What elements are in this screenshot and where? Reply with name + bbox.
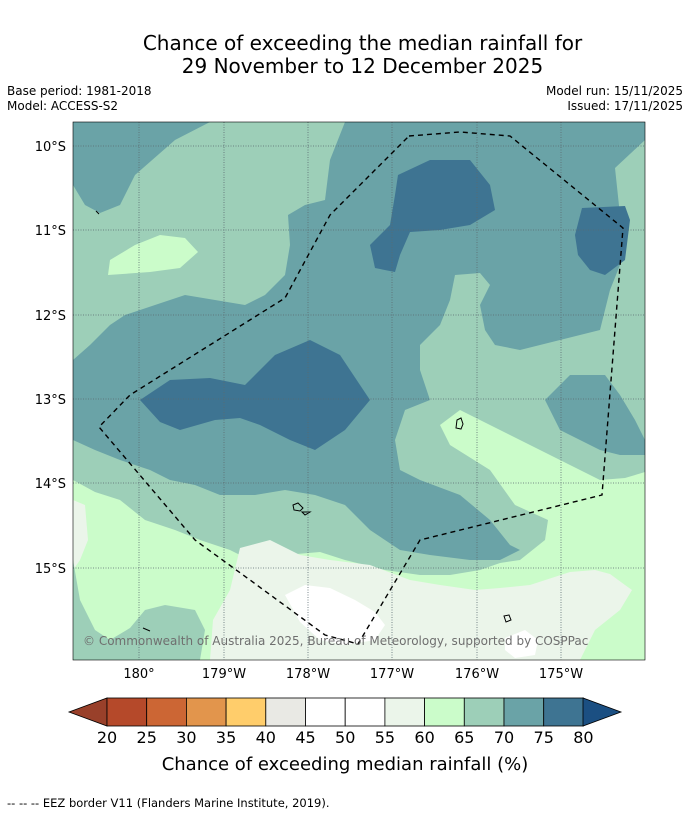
island-4 — [503, 614, 512, 623]
rainfall-map-panel: © Commonwealth of Australia 2025, Bureau… — [73, 122, 645, 660]
contour-75-80-center — [140, 340, 370, 450]
lat-label: 11°S — [35, 224, 66, 239]
lon-axis: 180° 179°W 178°W 177°W 176°W 175°W — [123, 667, 583, 682]
eez-legend-text: EEZ border V11 (Flanders Marine Institut… — [42, 796, 330, 810]
copyright-text: © Commonwealth of Australia 2025, Bureau… — [83, 634, 588, 648]
colorbar-cell — [265, 697, 306, 727]
base-period: Base period: 1981-2018 — [7, 84, 152, 98]
lat-label: 12°S — [35, 309, 66, 324]
colorbar-tick-label: 50 — [335, 728, 355, 747]
contour-75-80-north — [370, 160, 495, 272]
colorbar-tick-label: 45 — [295, 728, 315, 747]
lat-axis: 10°S 11°S 12°S 13°S 14°S 15°S — [35, 140, 66, 577]
colorbar-cell — [146, 697, 187, 727]
colorbar-over-arrow — [582, 697, 623, 727]
colorbar-cell — [185, 697, 227, 727]
colorbar-ticks: 20 25 30 35 40 45 50 55 60 65 70 75 80 — [97, 728, 594, 747]
title-line-2: 29 November to 12 December 2025 — [181, 54, 544, 78]
colorbar-cell — [305, 697, 346, 727]
island-6 — [95, 210, 100, 215]
islands — [95, 210, 512, 632]
lat-label: 10°S — [35, 140, 66, 155]
lon-label: 176°W — [455, 667, 499, 682]
colorbar-tick-label: 80 — [573, 728, 593, 747]
title-line-1: Chance of exceeding the median rainfall … — [142, 31, 583, 55]
colorbar-tick-label: 20 — [97, 728, 117, 747]
colorbar-tick-label: 70 — [494, 728, 514, 747]
contour-65-70-southwest — [73, 560, 205, 660]
colorbar-tick-label: 25 — [137, 728, 157, 747]
eez-border — [98, 131, 624, 645]
legend-footer: -- -- -- EEZ border V11 (Flanders Marine… — [7, 796, 330, 810]
colorbar-tick-label: 40 — [256, 728, 276, 747]
model-run: Model run: 15/11/2025 — [545, 84, 683, 98]
contour-50-55 — [285, 585, 538, 658]
lon-label: 180° — [123, 667, 154, 682]
eez-dash-symbol: -- -- -- — [7, 796, 40, 810]
map-title: Chance of exceeding the median rainfall … — [0, 32, 690, 78]
lat-label: 14°S — [35, 477, 66, 492]
contour-60-65 — [73, 235, 645, 660]
graticule — [73, 122, 645, 660]
colorbar-cell — [543, 697, 584, 727]
lat-label: 13°S — [35, 393, 66, 408]
colorbar-cell — [344, 697, 386, 727]
island-5 — [142, 627, 151, 632]
colorbar-tick-label: 75 — [534, 728, 554, 747]
colorbar-cell — [463, 697, 505, 727]
contour-70-75-north — [73, 122, 645, 560]
colorbar-cell — [424, 697, 465, 727]
colorbar-cells — [106, 697, 584, 727]
colorbar-cell — [384, 697, 425, 727]
colorbar-tick-label: 55 — [375, 728, 395, 747]
island-1 — [455, 417, 464, 430]
colorbar-tick-label: 30 — [176, 728, 196, 747]
colorbar-tick-label: 35 — [216, 728, 236, 747]
lon-label: 178°W — [286, 667, 330, 682]
colorbar-cell — [225, 697, 267, 727]
contour-55-60-south — [73, 500, 632, 660]
meta-right: Model run: 15/11/2025 Issued: 17/11/2025 — [546, 84, 683, 114]
colorbar: 20 25 30 35 40 45 50 55 60 65 70 75 80 Chance of exc… — [67, 697, 623, 775]
colorbar-cell — [106, 697, 148, 727]
colorbar-label: Chance of exceeding median rainfall (%) — [162, 754, 529, 775]
model-name: Model: ACCESS-S2 — [7, 99, 119, 113]
lon-label: 175°W — [539, 667, 583, 682]
lon-label: 177°W — [370, 667, 414, 682]
island-2 — [292, 502, 304, 512]
colorbar-under-arrow — [67, 697, 108, 727]
colorbar-tick-label: 60 — [414, 728, 434, 747]
meta-left: Base period: 1981-2018 Model: ACCESS-S2 — [7, 84, 152, 114]
lat-label: 15°S — [35, 562, 66, 577]
island-3 — [300, 511, 312, 516]
map-frame — [72, 121, 646, 661]
lon-label: 179°W — [202, 667, 246, 682]
colorbar-tick-label: 65 — [454, 728, 474, 747]
issued-date: Issued: 17/11/2025 — [567, 99, 683, 113]
colorbar-cell — [503, 697, 545, 727]
